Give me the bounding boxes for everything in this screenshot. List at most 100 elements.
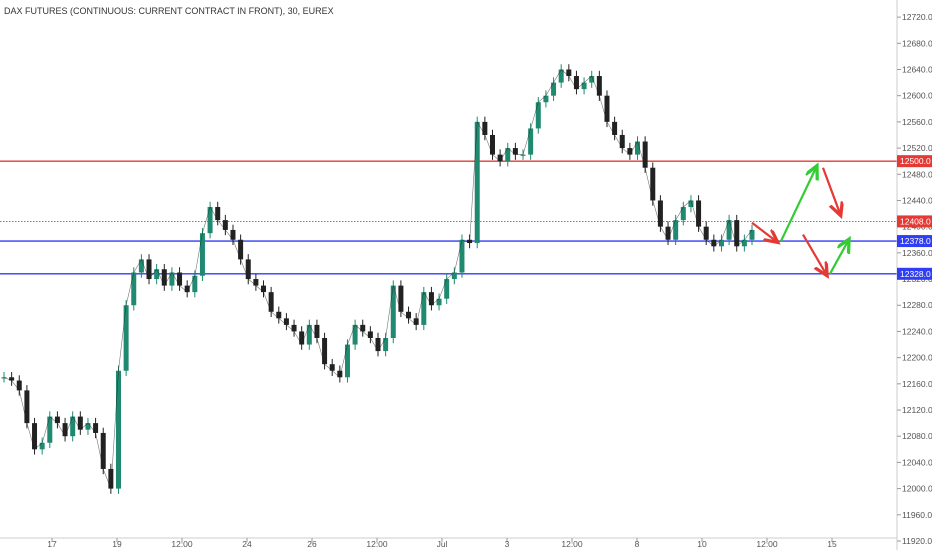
price-candle-body [100,432,106,469]
y-tick-label: 12600.0 [902,91,932,101]
price-candle-body [123,305,129,371]
price-series [1,64,755,494]
price-candle-body [322,337,328,365]
price-candle-body [261,285,267,293]
level-tag-bg [897,235,932,248]
y-tick-label: 12480.0 [902,169,932,179]
x-tick-label: 26 [307,539,317,549]
price-candle-body [581,82,587,90]
price-candle-body [283,318,289,325]
price-candle-body [596,76,602,96]
price-candle-body [390,285,396,338]
price-candle-body [115,370,121,489]
price-candle-body [138,259,144,273]
price-candle-body [703,226,709,240]
price-candle-body [93,423,99,433]
price-candle-body [329,364,335,371]
price-candle-body [642,141,648,168]
price-candle-body [268,292,274,312]
price-candle-body [512,148,518,155]
price-candle-body [749,229,755,240]
y-tick-label: 12360.0 [902,248,932,258]
x-tick-label: 12:00 [366,539,388,549]
price-candle-body [428,292,434,306]
level-tag-label: 12328.0 [900,269,931,279]
level-tag-label: 12378.0 [900,236,931,246]
x-tick-label: 3 [505,539,510,549]
price-candle-body [360,324,366,332]
price-candle-body [306,324,312,345]
y-tick-label: 12720.0 [902,12,932,22]
price-candle-body [573,76,579,90]
price-candle-body [276,311,282,319]
y-tick-label: 12000.0 [902,484,932,494]
price-candle-body [9,377,15,381]
price-candle-body [161,269,167,286]
price-candle-body [222,220,228,230]
level-tag-bg [897,155,932,168]
price-candle-body [230,229,236,240]
price-candle-body [543,95,549,103]
horizontal-levels[interactable] [0,160,897,275]
price-candle-body [505,148,511,162]
price-candle-body [169,272,175,286]
price-candle-body [696,200,702,227]
price-candle-body [482,121,488,135]
price-candle-body [16,380,22,391]
price-candle-body [528,128,534,155]
price-candle-body [184,285,190,293]
price-candle-body [589,76,595,83]
price-line [3,69,753,489]
price-candle-body [421,292,427,325]
price-candle-body [406,311,412,319]
price-candle-body [108,468,114,489]
price-candle-body [673,220,679,240]
x-tick-label: 19 [112,539,122,549]
price-candle-body [734,220,740,247]
projection-arrow-down[interactable] [802,233,826,274]
price-candle-body [711,239,717,247]
price-candle-body [344,344,350,378]
price-candle-body [77,416,83,430]
time-axis[interactable]: 17 19 12:00 24 26 12:00 Jul 3 12:00 8 10 12:00 15 [0,537,897,549]
price-candle-body [551,82,557,96]
price-candle-body [238,239,244,260]
y-tick-label: 12160.0 [902,379,932,389]
price-candle-body [1,377,7,379]
x-tick-label: 24 [242,539,252,549]
price-candle-body [398,285,404,312]
price-candle-body [413,318,419,325]
price-candle-body [39,442,45,450]
price-candle-body [253,279,259,286]
price-candle-body [535,102,541,129]
price-candle-body [299,331,305,345]
price-candle-body [154,269,160,280]
price-candle-body [665,226,671,240]
price-candle-body [657,200,663,227]
y-tick-label: 11920.0 [902,536,932,546]
projection-arrow-down[interactable] [821,167,840,214]
price-candle-body [444,279,450,299]
price-candle-body [741,239,747,247]
price-candle-body [85,423,91,430]
price-candle-body [604,95,610,122]
price-candle-body [558,69,564,83]
price-candle-body [474,121,480,244]
price-candle-body [337,370,343,378]
projection-arrow-up[interactable] [780,168,816,242]
price-candle-body [612,121,618,135]
projection-arrow-up[interactable] [829,241,848,275]
projection-arrow-down[interactable] [751,221,776,241]
price-candle-body [375,337,381,352]
level-tag-bg [897,215,932,228]
projection-arrows[interactable] [751,167,848,275]
chart-title: DAX FUTURES (CONTINUOUS: CURRENT CONTRAC… [4,6,334,16]
price-candle-body [619,134,625,149]
x-tick-label: 17 [47,539,57,549]
x-tick-label: 15 [827,539,837,549]
x-tick-label: 10 [697,539,707,549]
y-tick-label: 12440.0 [902,195,932,205]
x-tick-label: Jul [437,539,448,549]
price-candle-body [497,154,503,162]
